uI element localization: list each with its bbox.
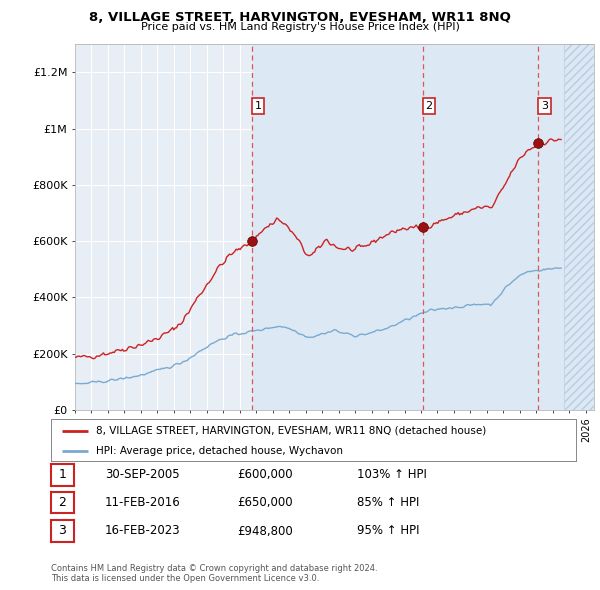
Text: Price paid vs. HM Land Registry's House Price Index (HPI): Price paid vs. HM Land Registry's House … [140,22,460,32]
Text: 2: 2 [425,101,433,111]
Text: Contains HM Land Registry data © Crown copyright and database right 2024.
This d: Contains HM Land Registry data © Crown c… [51,563,377,583]
Text: £650,000: £650,000 [237,496,293,509]
Text: 3: 3 [58,525,67,537]
Text: 11-FEB-2016: 11-FEB-2016 [105,496,181,509]
Text: £948,800: £948,800 [237,525,293,537]
Bar [564,44,594,410]
Text: HPI: Average price, detached house, Wychavon: HPI: Average price, detached house, Wych… [95,446,343,455]
Text: 16-FEB-2023: 16-FEB-2023 [105,525,181,537]
Text: 3: 3 [541,101,548,111]
Text: 103% ↑ HPI: 103% ↑ HPI [357,468,427,481]
Text: 8, VILLAGE STREET, HARVINGTON, EVESHAM, WR11 8NQ: 8, VILLAGE STREET, HARVINGTON, EVESHAM, … [89,11,511,24]
Text: 8, VILLAGE STREET, HARVINGTON, EVESHAM, WR11 8NQ (detached house): 8, VILLAGE STREET, HARVINGTON, EVESHAM, … [95,426,486,436]
Text: 30-SEP-2005: 30-SEP-2005 [105,468,179,481]
Text: 2: 2 [58,496,67,509]
Bar [252,44,564,410]
Text: 85% ↑ HPI: 85% ↑ HPI [357,496,419,509]
Text: 1: 1 [254,101,262,111]
Text: £600,000: £600,000 [237,468,293,481]
Text: 1: 1 [58,468,67,481]
Text: 95% ↑ HPI: 95% ↑ HPI [357,525,419,537]
